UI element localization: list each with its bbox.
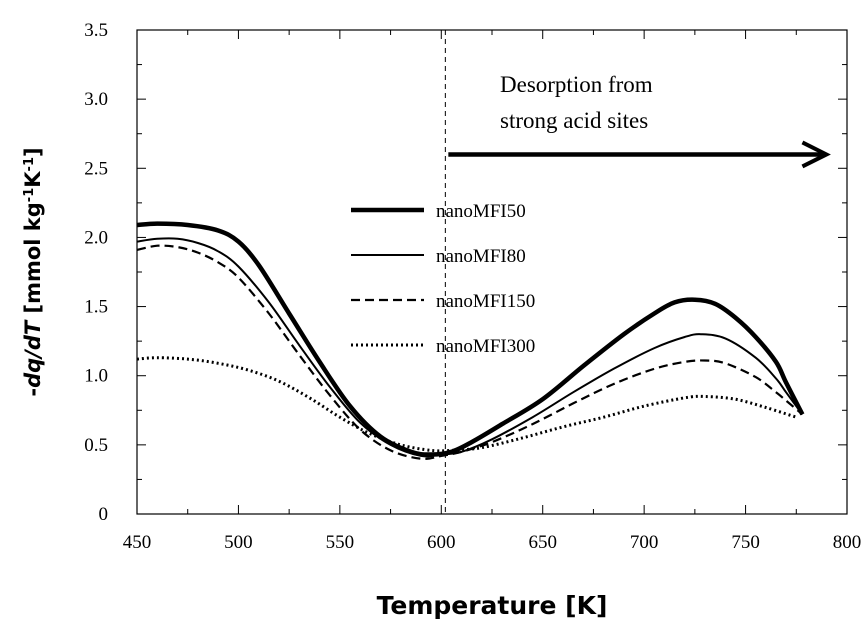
x-tick-label: 550 — [326, 532, 355, 553]
series-line-nanoMFI80 — [136, 237, 804, 458]
y-tick-label: 3.5 — [84, 20, 108, 41]
y-axis-label-prefix: - — [21, 388, 45, 397]
legend-label: nanoMFI80 — [436, 246, 526, 267]
y-axis-label-unit-open: [mmol kg — [21, 202, 45, 321]
x-tick-label: 700 — [630, 532, 659, 553]
y-axis-label: -dq/dT [mmol kg-1K-1] — [21, 147, 45, 396]
y-axis-label-unit-close: ] — [21, 147, 45, 157]
series-line-nanoMFI150 — [136, 244, 804, 460]
legend-label: nanoMFI150 — [436, 291, 535, 312]
x-tick-label: 500 — [224, 532, 253, 553]
x-tick-label: 800 — [833, 532, 862, 553]
axis-ticks: 450 500 550 600 650 700 750 800 0 0.5 1.0 1.5 2.0 2.5… — [84, 20, 861, 553]
annotation-group: Desorption from strong acid sites — [448, 72, 831, 169]
y-tick-label: 1.0 — [84, 366, 108, 387]
annotation-line-2: strong acid sites — [500, 108, 648, 133]
y-axis-label-unit-mid: K — [21, 171, 45, 188]
legend-label: nanoMFI300 — [436, 336, 535, 357]
x-tick-label: 600 — [427, 532, 456, 553]
y-tick-label: 0.5 — [84, 435, 108, 456]
legend: nanoMFI50 nanoMFI80 nanoMFI150 nanoMFI300 — [351, 201, 535, 357]
y-tick-label: 0 — [99, 504, 109, 525]
annotation-arrowhead — [801, 140, 831, 169]
x-tick-label: 750 — [731, 532, 760, 553]
y-tick-label: 2.5 — [84, 158, 108, 179]
series-group — [136, 221, 805, 460]
x-tick-label: 450 — [123, 532, 152, 553]
y-tick-label: 1.5 — [84, 297, 108, 318]
series-line-nanoMFI300 — [136, 356, 797, 453]
y-axis-label-sup2: -1 — [22, 157, 37, 171]
y-tick-label: 3.0 — [84, 89, 108, 110]
x-axis-label: Temperature [K] — [377, 591, 608, 620]
legend-label: nanoMFI50 — [436, 201, 526, 222]
y-axis-label-italic: dq/dT — [21, 319, 45, 388]
y-axis-label-sup1: -1 — [22, 188, 37, 202]
annotation-line-1: Desorption from — [500, 72, 653, 97]
series-line-nanoMFI50 — [136, 221, 805, 457]
x-tick-label: 650 — [528, 532, 557, 553]
y-tick-label: 2.0 — [84, 227, 108, 248]
